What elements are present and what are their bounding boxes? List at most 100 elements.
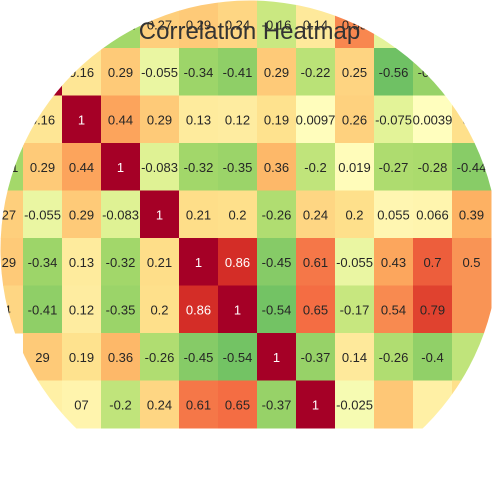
cell-value-label: -0.055 bbox=[141, 65, 178, 80]
cell-value-label: -0.055 bbox=[336, 255, 373, 270]
cell-value-label: 1 bbox=[156, 207, 163, 222]
heatmap-cell bbox=[179, 95, 219, 144]
cell-value-label: 1 bbox=[234, 302, 241, 317]
cell-value-label: 0.21 bbox=[0, 112, 16, 127]
cell-value-label: -0.17 bbox=[340, 302, 370, 317]
cell-value-label: -0.26 bbox=[379, 350, 409, 365]
heatmap-cell bbox=[452, 333, 492, 381]
cell-value-label: 0.26 bbox=[342, 112, 367, 127]
heatmap-cell bbox=[335, 333, 375, 381]
cell-value-label: -0.2 bbox=[304, 160, 326, 175]
heatmap-cell bbox=[62, 143, 102, 191]
cell-value-label: 0.13 bbox=[186, 112, 211, 127]
heatmap-cell bbox=[452, 285, 492, 334]
heatmap-cell bbox=[179, 333, 219, 381]
cell-value-label: 1 bbox=[312, 397, 319, 412]
heatmap-cell bbox=[179, 143, 219, 191]
cell-value-label: 1 bbox=[195, 255, 202, 270]
cell-value-label: -0.41 bbox=[223, 65, 253, 80]
heatmap-cell bbox=[218, 190, 258, 239]
cell-value-label: -0.025 bbox=[336, 397, 373, 412]
heatmap-cell bbox=[218, 333, 258, 381]
cell-value-label: 0.24 bbox=[225, 17, 250, 32]
cell-value-label: 0.29 bbox=[30, 160, 55, 175]
cell-value-label: 0.44 bbox=[108, 112, 133, 127]
cell-value-label: -0.35 bbox=[106, 302, 136, 317]
cell-value-label: 0.25 bbox=[342, 65, 367, 80]
heatmap-cell bbox=[374, 143, 414, 191]
cell-value-label: -0.26 bbox=[145, 350, 175, 365]
cell-value-label: -0.2 bbox=[109, 397, 131, 412]
heatmap-cell bbox=[374, 190, 414, 239]
heatmap-cell bbox=[257, 95, 297, 144]
heatmap-cell bbox=[218, 285, 258, 334]
cell-value-label: -0.54 bbox=[223, 350, 253, 365]
cell-value-label: 0.19 bbox=[69, 350, 94, 365]
cell-value-label: 0.79 bbox=[420, 302, 445, 317]
cell-value-label: 0.2 bbox=[345, 207, 363, 222]
cell-value-label: 0.86 bbox=[225, 255, 250, 270]
heatmap-cell bbox=[140, 380, 180, 429]
heatmap-cell bbox=[257, 190, 297, 239]
heatmap-cell bbox=[296, 95, 336, 144]
heatmap-cell bbox=[374, 333, 414, 381]
heatmap-cell bbox=[413, 238, 453, 286]
heatmap-cell bbox=[140, 238, 180, 286]
heatmap-cell bbox=[335, 95, 375, 144]
heatmap-cell bbox=[179, 190, 219, 239]
cell-value-label: 0.29 bbox=[147, 112, 172, 127]
cell-value-label: 0.44 bbox=[69, 160, 94, 175]
heatmap-cell bbox=[257, 0, 297, 49]
cell-value-label: 0.21 bbox=[186, 207, 211, 222]
cell-value-label: -0.45 bbox=[184, 350, 214, 365]
heatmap-cell bbox=[335, 143, 375, 191]
heatmap-cell bbox=[296, 48, 336, 96]
heatmap-cell bbox=[62, 333, 102, 381]
heatmap-cell bbox=[140, 285, 180, 334]
heatmap-cell bbox=[0, 285, 24, 334]
heatmap-cell bbox=[452, 380, 492, 429]
cell-value-label: -0.28 bbox=[418, 160, 448, 175]
heatmap-cell bbox=[0, 95, 24, 144]
heatmap-cell bbox=[101, 333, 141, 381]
cell-value-label: 0.16 bbox=[30, 112, 55, 127]
heatmap-cell bbox=[257, 238, 297, 286]
cell-value-label: -0.083 bbox=[102, 207, 139, 222]
heatmap-cell bbox=[413, 95, 453, 144]
cell-value-label: 0.27 bbox=[147, 17, 172, 32]
cell-value-label: -0.26 bbox=[262, 207, 292, 222]
cell-value-label: -0.41 bbox=[28, 302, 58, 317]
cell-value-label: -0.56 bbox=[379, 65, 409, 80]
cell-value-label: 0.86 bbox=[186, 302, 211, 317]
heatmap-cell bbox=[218, 95, 258, 144]
cell-value-label: 1 bbox=[273, 350, 280, 365]
heatmap-cell bbox=[0, 190, 24, 239]
heatmap-cell bbox=[413, 285, 453, 334]
cell-value-label: -0.37 bbox=[262, 397, 292, 412]
cell-value-label: -0.4 bbox=[421, 350, 443, 365]
heatmap-cell bbox=[335, 190, 375, 239]
cell-value-label: 0.24 bbox=[147, 397, 172, 412]
cell-value-label: 0.12 bbox=[225, 112, 250, 127]
heatmap-cells: 4 0.21 -0.31 0.27 0.29 0.24 -0.16 0.14 0.55 -0.07… bbox=[0, 0, 499, 429]
cell-value-label: 4 bbox=[468, 65, 475, 80]
heatmap-cell bbox=[452, 95, 492, 144]
heatmap-cell bbox=[335, 238, 375, 286]
heatmap-cell bbox=[23, 285, 63, 334]
cell-value-label: 4 bbox=[0, 65, 7, 80]
heatmap-cell bbox=[296, 143, 336, 191]
cell-value-label: 0.65 bbox=[303, 302, 328, 317]
cell-value-label: -0.32 bbox=[184, 160, 214, 175]
cell-value-label: -0.32 bbox=[106, 255, 136, 270]
heatmap-cell bbox=[218, 143, 258, 191]
heatmap-cell bbox=[218, 380, 258, 429]
cell-value-label: -0.27 bbox=[379, 160, 409, 175]
heatmap-cell bbox=[101, 238, 141, 286]
cell-value-label: 0.2 bbox=[150, 302, 168, 317]
heatmap-cell bbox=[296, 190, 336, 239]
cell-value-label: -0.45 bbox=[262, 255, 292, 270]
cell-value-label: 0.43 bbox=[381, 255, 406, 270]
cell-value-label: 0.61 bbox=[303, 255, 328, 270]
cell-value-label: -0.54 bbox=[262, 302, 292, 317]
